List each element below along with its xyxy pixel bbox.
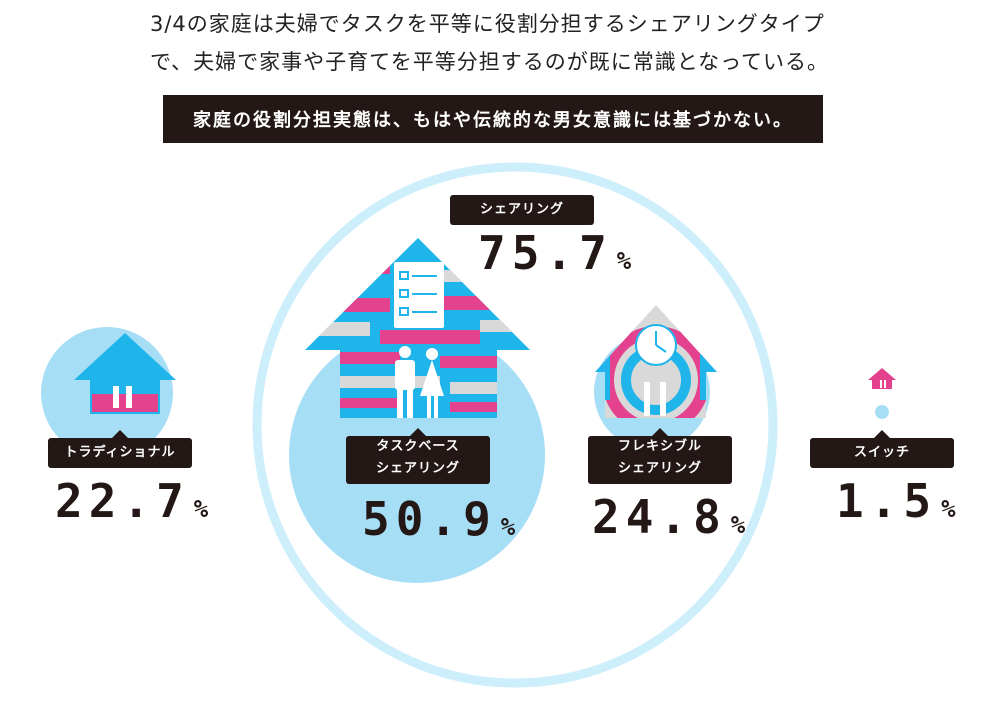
flex-sharing-value: 24.8% xyxy=(592,490,746,544)
flex-house-icon xyxy=(595,305,717,418)
task-sharing-label: タスクベース シェアリング xyxy=(346,428,490,484)
traditional-label: トラディショナル xyxy=(48,430,192,468)
intro-line-2: で、夫婦で家事や子育てを平等分担するのが既に常識となっている。 xyxy=(150,50,830,74)
traditional-house-icon xyxy=(74,333,176,414)
switch-house-icon xyxy=(868,368,896,389)
switch-label: スイッチ xyxy=(810,430,954,468)
switch-bubble xyxy=(875,405,889,419)
sharing-group-label: シェアリング xyxy=(450,195,594,225)
woman-icon xyxy=(420,348,444,418)
headline-banner: 家庭の役割分担実態は、もはや伝統的な男女意識には基づかない。 xyxy=(163,95,823,143)
traditional-value: 22.7% xyxy=(55,474,209,528)
switch-value: 1.5% xyxy=(836,474,956,528)
sharing-group-ring xyxy=(252,162,778,688)
intro-line-1: 3/4の家庭は夫婦でタスクを平等に役割分担するシェアリングタイプ xyxy=(150,12,825,36)
flex-sharing-label: フレキシブル シェアリング xyxy=(588,428,732,484)
sharing-group-value: 75.7% xyxy=(478,226,632,280)
task-sharing-value: 50.9% xyxy=(362,492,516,546)
man-icon xyxy=(395,346,415,418)
